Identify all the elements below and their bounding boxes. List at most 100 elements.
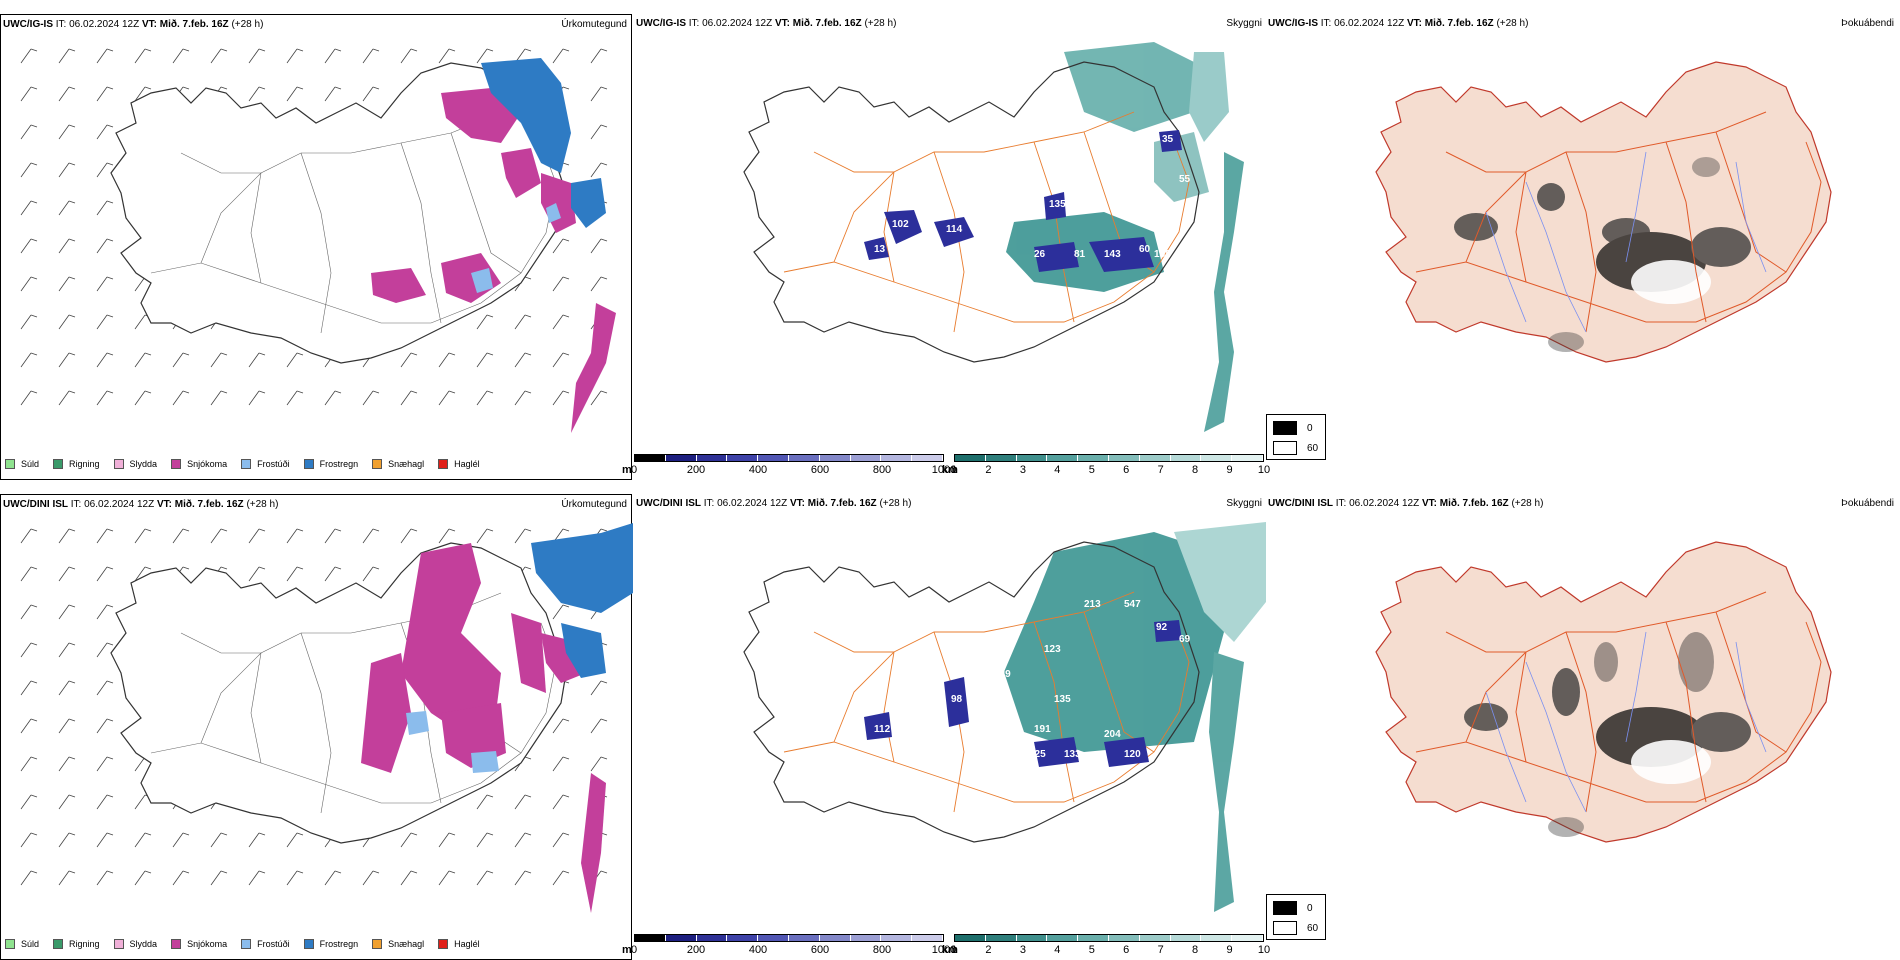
precip-type-panel-row1: UWC/IG-IS IT: 06.02.2024 12Z VT: Mið. 7.… bbox=[0, 14, 632, 480]
wind-barb bbox=[438, 48, 456, 64]
wind-barb bbox=[476, 48, 494, 64]
wind-barb bbox=[590, 756, 608, 772]
wind-barb bbox=[552, 832, 570, 848]
ceiling-value-label: 60 bbox=[1139, 244, 1151, 255]
wind-barb bbox=[210, 48, 228, 64]
colorbar-tick: 800 bbox=[872, 464, 892, 476]
wind-barb bbox=[96, 48, 114, 64]
ceiling-value-label: 114 bbox=[946, 224, 963, 235]
legend-label: Snæhagl bbox=[388, 939, 425, 949]
wind-barb bbox=[514, 528, 532, 544]
colorbar-cell bbox=[1139, 455, 1171, 461]
iceland-outline bbox=[1375, 61, 1832, 363]
road-line bbox=[300, 152, 332, 334]
wind-barb bbox=[590, 124, 608, 140]
road-line bbox=[1465, 591, 1767, 743]
model-name: UWC/IG-IS bbox=[3, 19, 53, 30]
freezing-drizzle-areas bbox=[471, 203, 561, 293]
road-line bbox=[1665, 141, 1707, 323]
colorbar-cell bbox=[955, 455, 986, 461]
river-line bbox=[1625, 151, 1647, 263]
wind-barb bbox=[590, 48, 608, 64]
river-line bbox=[1525, 181, 1587, 333]
fog-panel-row2: UWC/DINI ISL IT: 06.02.2024 12Z VT: Mið.… bbox=[1266, 494, 1898, 960]
fog-key-row2: 0 60 bbox=[1266, 894, 1326, 940]
legend-swatch bbox=[5, 939, 15, 949]
colorbar-cell bbox=[758, 935, 789, 941]
legend-swatch bbox=[303, 459, 314, 469]
visibility-map-svg: 102 114 13 135 26 81 143 60 158 35 55 bbox=[743, 42, 1244, 432]
legend-item-rigning: Rigning bbox=[53, 939, 100, 949]
wind-barb bbox=[476, 314, 494, 330]
wind-barb bbox=[58, 642, 76, 658]
road-line bbox=[150, 622, 557, 804]
colorbar-cell bbox=[1016, 935, 1048, 941]
road-line bbox=[883, 651, 895, 763]
valid-time-label: VT: bbox=[789, 498, 805, 509]
precip-legend: Súld Rigning Slydda Snjókoma Frostúði Fr… bbox=[5, 457, 480, 471]
valid-time-value: Mið. 7.feb. 16Z bbox=[1424, 18, 1494, 29]
colorbar-cell bbox=[1232, 455, 1263, 461]
ceiling-value-label: 13 bbox=[874, 244, 886, 255]
wind-barb bbox=[96, 314, 114, 330]
colorbar-tick: 7 bbox=[1157, 944, 1164, 956]
lead-time: (+28 h) bbox=[879, 498, 912, 509]
legend-swatch bbox=[113, 939, 124, 949]
legend-label: Rigning bbox=[69, 939, 100, 949]
colorbar-cell bbox=[912, 455, 943, 461]
legend-swatch bbox=[241, 939, 252, 949]
panel-title: Þokuábendi bbox=[1841, 18, 1894, 29]
ceiling-value-label: 143 bbox=[1104, 249, 1121, 260]
wind-barb bbox=[362, 566, 380, 582]
colorbar-cell bbox=[696, 935, 728, 941]
lead-time: (+28 h) bbox=[1511, 498, 1544, 509]
legend-swatch bbox=[5, 459, 15, 469]
panel-title: Þokuábendi bbox=[1841, 498, 1894, 509]
ceiling-value-label: 81 bbox=[1074, 249, 1086, 260]
wind-barb bbox=[590, 238, 608, 254]
init-time-label: IT: bbox=[55, 19, 67, 30]
ceiling-value-label: 213 bbox=[1084, 599, 1101, 610]
glacier-white bbox=[1631, 740, 1711, 784]
wind-barb bbox=[476, 870, 494, 886]
wind-barb bbox=[400, 390, 418, 406]
wind-barb bbox=[134, 352, 152, 368]
wind-barb bbox=[96, 870, 114, 886]
ceiling-value-label: 35 bbox=[1162, 134, 1174, 145]
colorbar-tick: 9 bbox=[1226, 944, 1233, 956]
ceiling-ticks: 0 200 400 600 800 1000 bbox=[631, 464, 956, 478]
ceiling-ticks: 0 200 400 600 800 1000 bbox=[631, 944, 956, 958]
wind-barb bbox=[438, 870, 456, 886]
panel-title: Skyggni bbox=[1226, 18, 1262, 29]
road-line bbox=[783, 621, 1190, 803]
wind-barb bbox=[20, 48, 38, 64]
wind-barb bbox=[172, 48, 190, 64]
ceiling-value-label: 123 bbox=[1044, 644, 1061, 655]
legend-label: Súld bbox=[21, 939, 40, 949]
wind-barb bbox=[58, 124, 76, 140]
model-name: UWC/IG-IS bbox=[1268, 18, 1318, 29]
colorbar-cell bbox=[955, 935, 986, 941]
visibility-colorbar: 1 2 3 4 5 6 7 8 9 10 km bbox=[942, 454, 1270, 480]
legend-label: Haglél bbox=[454, 939, 480, 949]
wind-barb bbox=[134, 870, 152, 886]
model-name: UWC/DINI ISL bbox=[3, 499, 68, 510]
wind-barb bbox=[286, 86, 304, 102]
colorbar-tick: 5 bbox=[1088, 464, 1095, 476]
wind-barb bbox=[96, 86, 114, 102]
wind-barb bbox=[552, 870, 570, 886]
wind-barb bbox=[20, 832, 38, 848]
wind-barb bbox=[96, 352, 114, 368]
fog-key-top-label: 0 bbox=[1307, 903, 1313, 914]
wind-barb bbox=[552, 756, 570, 772]
colorbar-cell bbox=[985, 455, 1017, 461]
road-line bbox=[1445, 151, 1526, 173]
ceiling-labels: 102 114 13 135 26 81 143 60 158 35 55 bbox=[874, 134, 1191, 260]
visibility-panel-row2: UWC/DINI ISL IT: 06.02.2024 12Z VT: Mið.… bbox=[622, 494, 1270, 960]
valid-time-value: Mið. 7.feb. 16Z bbox=[1439, 498, 1509, 509]
ceiling-value-label: 28 bbox=[1004, 744, 1016, 755]
wind-barb bbox=[552, 794, 570, 810]
precip-map bbox=[1, 513, 633, 933]
colorbar-tick: 5 bbox=[1088, 944, 1095, 956]
colorbar-tick: 3 bbox=[1019, 944, 1026, 956]
